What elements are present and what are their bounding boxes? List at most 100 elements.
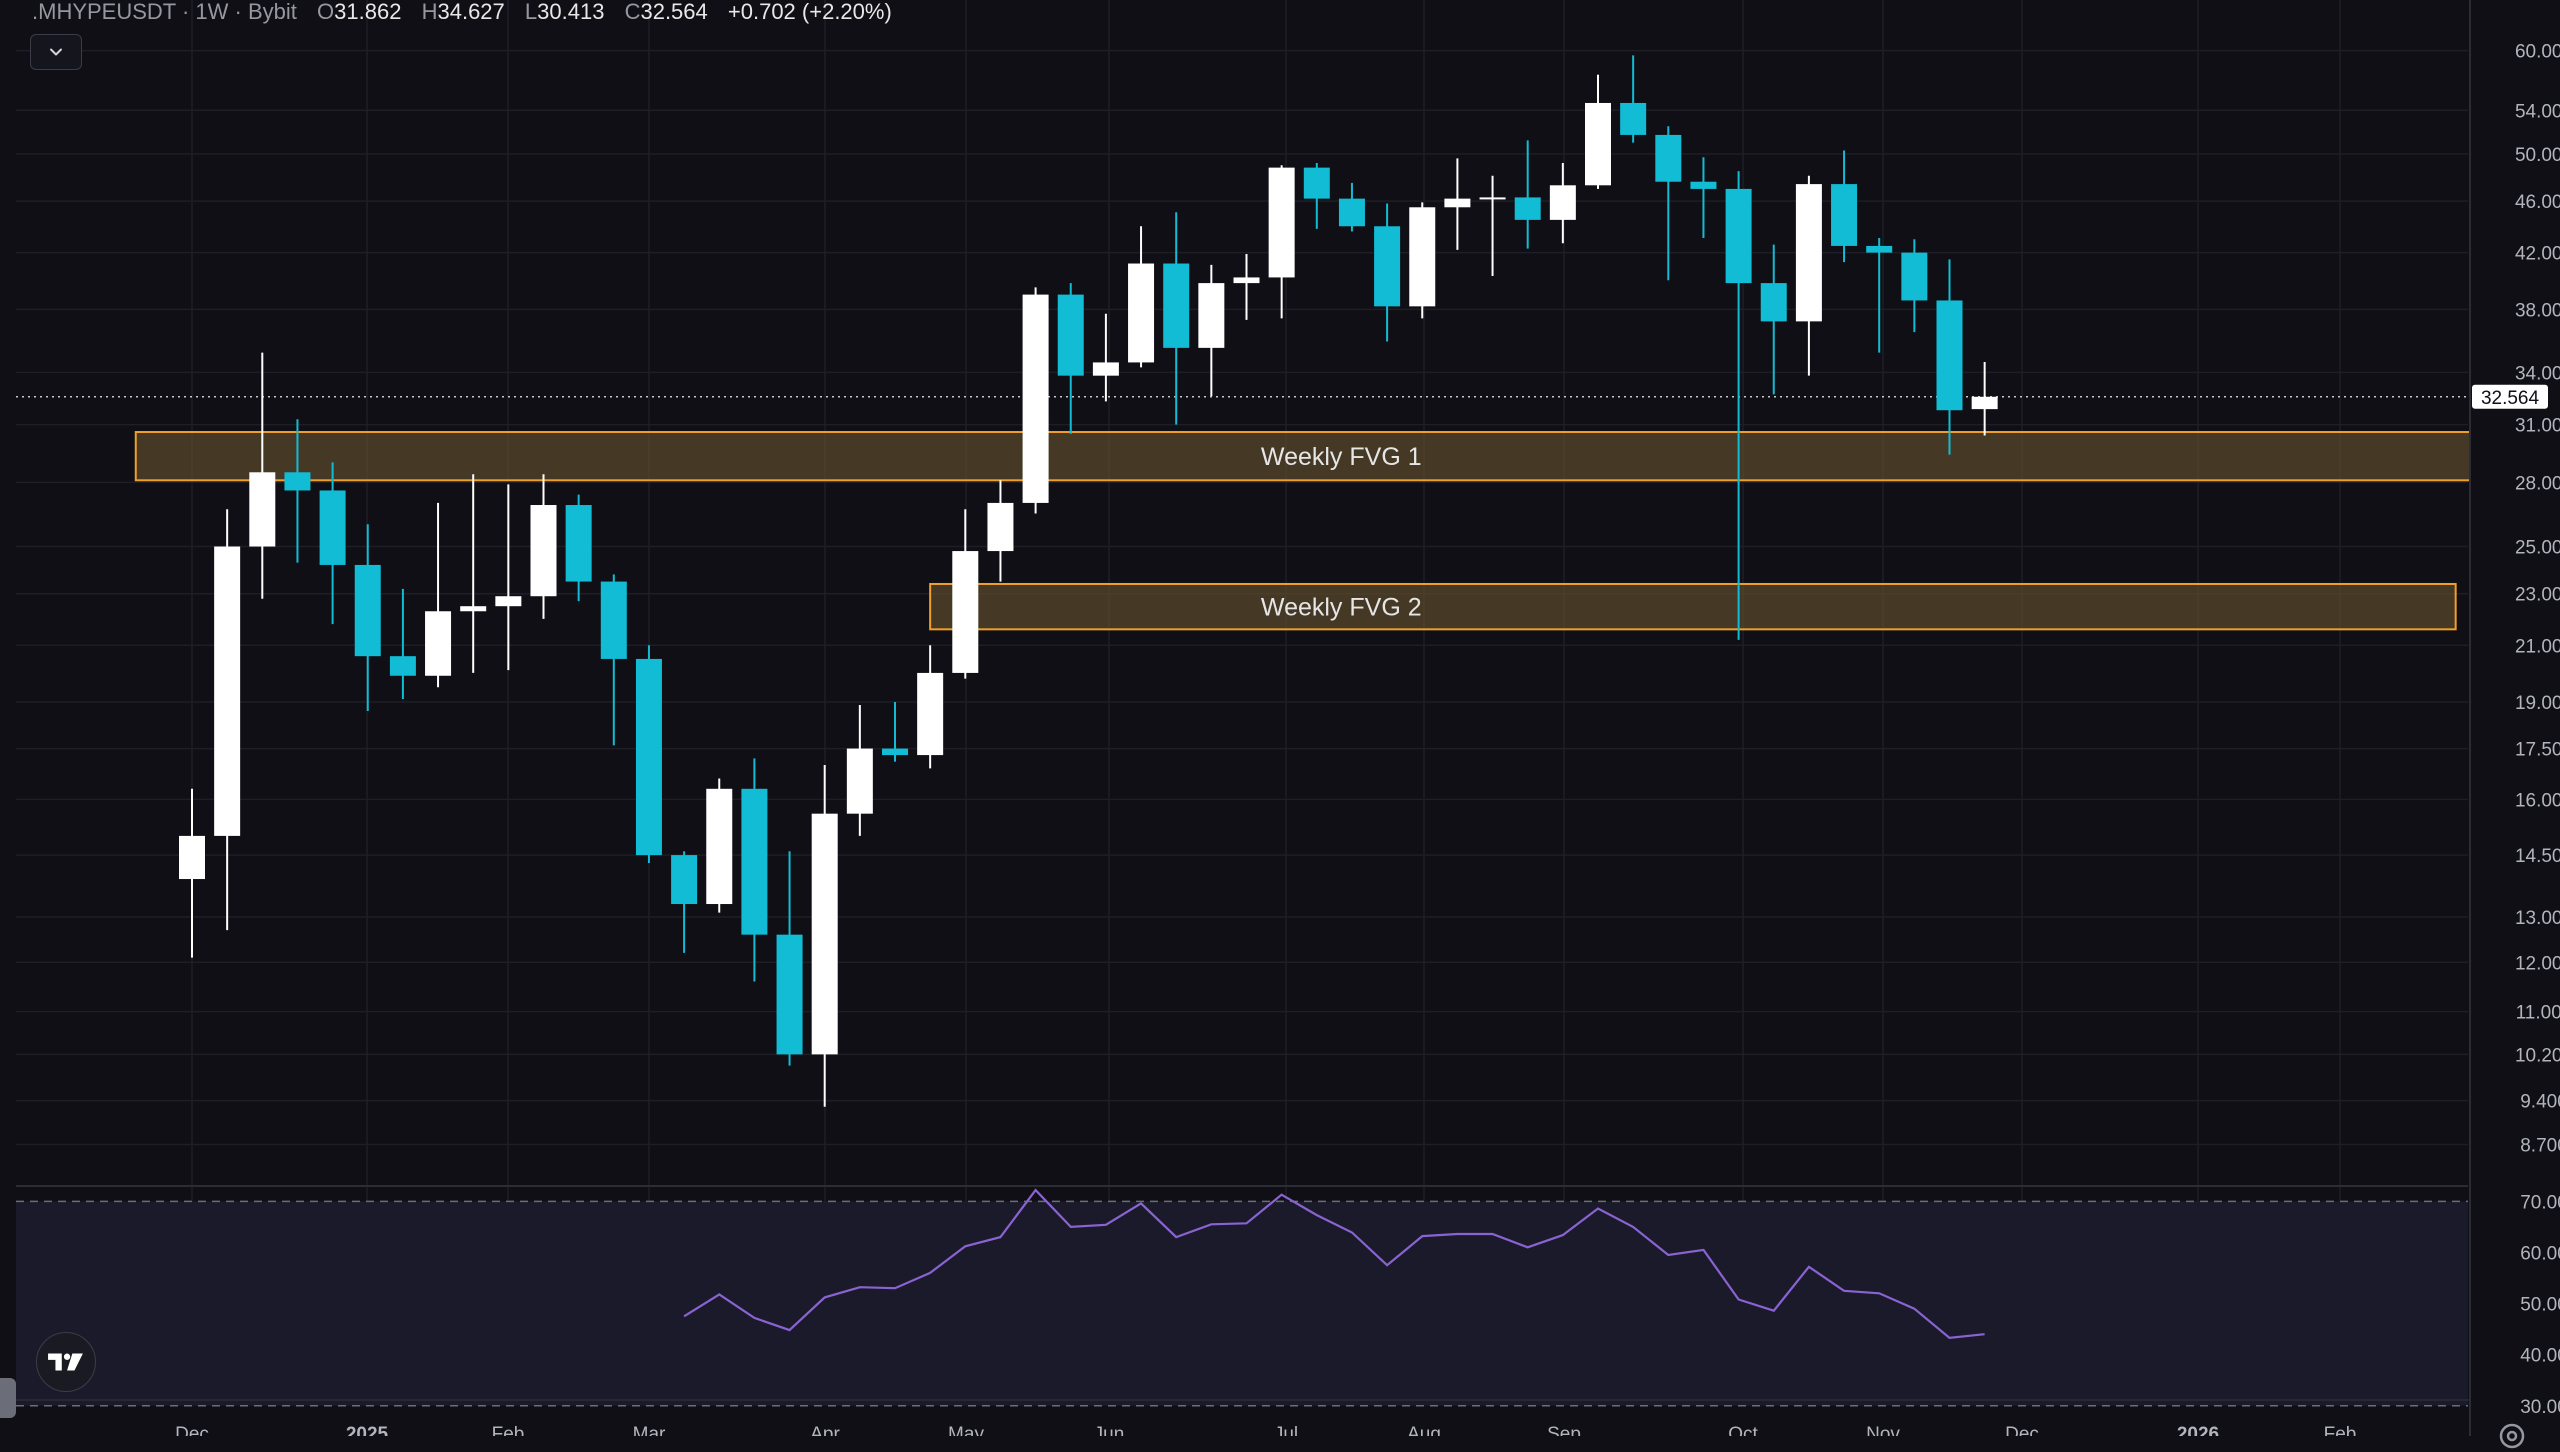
candle-body <box>917 672 944 756</box>
open-label: O <box>317 0 335 24</box>
candle-body <box>1479 197 1506 200</box>
candle-body <box>1198 283 1225 348</box>
sidebar-toggle-handle[interactable] <box>0 1378 16 1418</box>
candle-body <box>1128 263 1155 363</box>
candle-body <box>987 502 1014 552</box>
candle <box>1936 259 1963 455</box>
candle-body <box>1374 226 1401 307</box>
candle <box>1092 313 1119 402</box>
candle <box>1549 162 1576 244</box>
candle-body <box>1268 167 1295 278</box>
candle <box>1901 239 1928 333</box>
close-label: C <box>624 0 641 24</box>
candle <box>1198 264 1225 397</box>
symbol-name[interactable]: .MHYPEUSDT <box>32 0 176 24</box>
price-tick-label: 60.000 <box>2515 42 2560 63</box>
price-tick-label: 21.000 <box>2515 636 2560 657</box>
candle-body <box>284 472 311 491</box>
candles <box>179 55 1998 1107</box>
gear-icon[interactable] <box>2496 1420 2528 1452</box>
time-tick-label: Dec <box>175 1424 209 1436</box>
candle <box>1338 182 1365 232</box>
candle-body <box>179 835 205 880</box>
candle-body <box>1444 198 1471 208</box>
candle <box>952 509 979 679</box>
time-tick-label: Jun <box>1094 1424 1125 1436</box>
rsi-tick-label: 40.00 <box>2520 1346 2560 1367</box>
candle <box>987 480 1014 582</box>
candle <box>530 474 557 619</box>
high-label: H <box>421 0 438 24</box>
candle-body <box>600 581 627 659</box>
candle <box>1690 157 1717 238</box>
interval-label[interactable]: 1W <box>195 0 229 24</box>
candle-body <box>776 934 803 1055</box>
legend-collapse-button[interactable] <box>30 34 82 70</box>
candle-body <box>495 596 522 607</box>
candle <box>319 462 346 625</box>
candle <box>917 645 944 769</box>
candle <box>249 352 276 599</box>
price-tick-label: 23.000 <box>2515 585 2560 606</box>
candle-body <box>1866 245 1893 253</box>
candle-body <box>460 606 487 612</box>
price-tick-label: 10.200 <box>2515 1045 2560 1066</box>
candle <box>425 502 452 688</box>
candle <box>1409 202 1436 319</box>
candle <box>811 764 838 1107</box>
candle-body <box>389 656 416 676</box>
candle-body <box>1233 277 1260 284</box>
candle-body <box>671 855 698 905</box>
time-tick-label: Mar <box>633 1424 666 1436</box>
low-value: 30.413 <box>537 0 605 24</box>
candle-body <box>952 551 979 673</box>
candle-body <box>635 658 662 856</box>
price-tick-label: 46.000 <box>2515 192 2560 213</box>
time-tick-label: 2026 <box>2177 1424 2219 1436</box>
price-tick-label: 25.000 <box>2515 538 2560 559</box>
rsi-band <box>16 1201 2468 1406</box>
price-tick-label: 16.000 <box>2515 790 2560 811</box>
candle-body <box>1725 188 1752 284</box>
rsi-line <box>683 1188 1985 1339</box>
price-tick-label: 19.000 <box>2515 693 2560 714</box>
candle-body <box>425 611 452 676</box>
candle <box>1655 126 1682 281</box>
tradingview-logo-icon[interactable] <box>36 1332 96 1392</box>
candle-body <box>565 505 592 582</box>
candle-body <box>1795 184 1822 322</box>
rsi-tick-label: 30.00 <box>2520 1397 2560 1418</box>
rsi-axis: 70.00 60.00 50.00 40.00 30.00 <box>2520 1192 2560 1417</box>
fvg-zone-label: Weekly FVG 1 <box>1261 443 1422 471</box>
fvg-zone-2 <box>929 582 2457 631</box>
candle <box>741 758 768 982</box>
candle-body <box>1409 207 1436 307</box>
time-tick-label: Sep <box>1547 1424 1581 1436</box>
fvg-zones: Weekly FVG 1 Weekly FVG 2 <box>134 431 2492 631</box>
candle <box>846 704 873 836</box>
price-tick-label: 11.000 <box>2516 1003 2560 1024</box>
candle-body <box>1163 263 1190 348</box>
candle <box>1303 162 1330 229</box>
chevron-down-icon <box>50 48 62 56</box>
time-tick-label: Jul <box>1274 1424 1298 1436</box>
candle <box>179 788 205 958</box>
candle-body <box>249 472 276 547</box>
price-tick-label: 12.000 <box>2515 953 2560 974</box>
price-axis: 60.000 54.000 50.000 46.000 42.000 38.000 34.0… <box>2472 42 2560 1156</box>
candle <box>214 509 241 931</box>
candle <box>635 645 662 863</box>
time-tick-label: May <box>948 1424 984 1436</box>
candle <box>1444 158 1471 250</box>
candle <box>1760 244 1787 395</box>
price-tick-label: 31.000 <box>2515 416 2560 437</box>
time-tick-label: Feb <box>2324 1424 2357 1436</box>
candle <box>1268 165 1295 319</box>
candle-body <box>1514 197 1541 220</box>
candle-body <box>811 813 838 1055</box>
time-tick-label: 2025 <box>346 1424 389 1436</box>
candle-body <box>1585 102 1611 186</box>
candle-body <box>1690 181 1717 189</box>
